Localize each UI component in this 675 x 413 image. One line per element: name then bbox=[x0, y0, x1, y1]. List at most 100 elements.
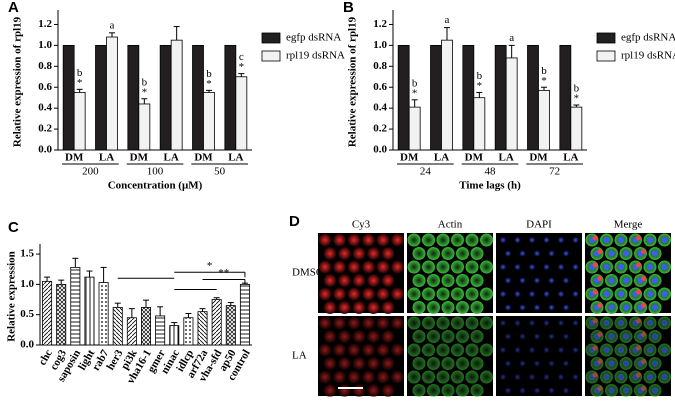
cell bbox=[603, 263, 610, 271]
bar bbox=[138, 103, 151, 151]
error-bar bbox=[157, 306, 164, 316]
cell bbox=[480, 233, 493, 247]
cell bbox=[528, 263, 536, 271]
cell bbox=[318, 370, 332, 384]
cell bbox=[407, 260, 421, 274]
bar bbox=[527, 44, 539, 151]
significance-letter: b bbox=[574, 83, 580, 95]
error-bar bbox=[128, 308, 135, 318]
cell bbox=[651, 304, 659, 311]
cell bbox=[427, 384, 440, 397]
cell bbox=[407, 370, 421, 384]
cell bbox=[528, 290, 536, 298]
cell bbox=[381, 384, 395, 397]
cell bbox=[352, 384, 366, 397]
bar bbox=[170, 39, 183, 151]
cell bbox=[646, 373, 654, 381]
bar bbox=[570, 106, 583, 151]
cell bbox=[543, 263, 550, 271]
cell bbox=[592, 318, 598, 324]
cell bbox=[376, 260, 390, 274]
cell bbox=[617, 236, 625, 244]
significance-star: * bbox=[412, 87, 418, 99]
cell bbox=[407, 343, 421, 357]
cell bbox=[646, 346, 654, 354]
cell bbox=[617, 290, 625, 298]
cell bbox=[622, 277, 630, 284]
cell bbox=[557, 319, 565, 327]
cell bbox=[646, 290, 654, 298]
x-tick-label: LA bbox=[99, 152, 114, 164]
cell bbox=[499, 290, 507, 298]
group-label: 200 bbox=[82, 166, 99, 178]
cell bbox=[412, 247, 426, 260]
error-bar bbox=[508, 44, 515, 58]
cell bbox=[597, 303, 603, 308]
cell bbox=[519, 250, 526, 257]
cell bbox=[543, 346, 550, 354]
cell bbox=[333, 370, 346, 384]
bar bbox=[95, 44, 107, 151]
cell bbox=[504, 250, 512, 257]
error-bar bbox=[173, 26, 180, 41]
cell bbox=[504, 277, 512, 284]
cell bbox=[572, 290, 579, 298]
micrograph bbox=[407, 233, 493, 314]
cell bbox=[338, 247, 351, 260]
significance-letter: a bbox=[509, 32, 514, 44]
cell bbox=[622, 250, 630, 257]
cell bbox=[519, 304, 526, 311]
cell bbox=[543, 373, 550, 381]
cell bbox=[622, 304, 630, 311]
bar bbox=[192, 44, 204, 151]
cell bbox=[347, 260, 361, 274]
error-bar bbox=[199, 308, 206, 312]
cell bbox=[533, 277, 541, 284]
cell bbox=[338, 357, 351, 370]
x-tick-label: LA bbox=[563, 152, 578, 164]
cell bbox=[651, 250, 659, 257]
micrograph-bg bbox=[318, 233, 404, 313]
x-tick-label: DM bbox=[130, 152, 149, 164]
error-bar bbox=[411, 99, 418, 108]
cell bbox=[333, 343, 346, 357]
cell bbox=[562, 387, 570, 394]
cell bbox=[451, 287, 464, 301]
bar bbox=[62, 44, 75, 151]
cell bbox=[352, 274, 366, 287]
cell bbox=[528, 236, 536, 244]
cell bbox=[376, 316, 390, 330]
cell bbox=[608, 250, 615, 257]
cell bbox=[636, 318, 641, 324]
bar bbox=[127, 44, 140, 151]
cell bbox=[412, 301, 426, 314]
micrograph-bg bbox=[585, 233, 671, 313]
bar bbox=[559, 44, 572, 151]
cell bbox=[391, 343, 404, 357]
cell bbox=[323, 301, 337, 314]
cell bbox=[641, 332, 646, 337]
panel-letter: C bbox=[8, 219, 19, 236]
cell bbox=[333, 287, 346, 301]
micrograph-bg bbox=[585, 316, 671, 396]
cell bbox=[412, 357, 426, 370]
cell bbox=[436, 287, 450, 301]
significance-star: * bbox=[574, 93, 580, 105]
bar bbox=[235, 76, 248, 151]
cell bbox=[480, 370, 493, 384]
cell bbox=[456, 384, 469, 397]
bar bbox=[42, 280, 53, 346]
y-tick-label: 1.0 bbox=[38, 39, 52, 51]
cell bbox=[480, 343, 493, 357]
cell bbox=[407, 316, 421, 330]
cell bbox=[422, 343, 435, 357]
cell bbox=[636, 262, 641, 268]
cell bbox=[333, 316, 346, 330]
bar bbox=[141, 307, 151, 346]
legend-label: rpl19 dsRNA bbox=[621, 50, 675, 62]
cell bbox=[480, 260, 493, 274]
cell bbox=[367, 274, 380, 287]
cell bbox=[465, 233, 479, 247]
legend-label: egfp dsRNA bbox=[621, 32, 675, 44]
